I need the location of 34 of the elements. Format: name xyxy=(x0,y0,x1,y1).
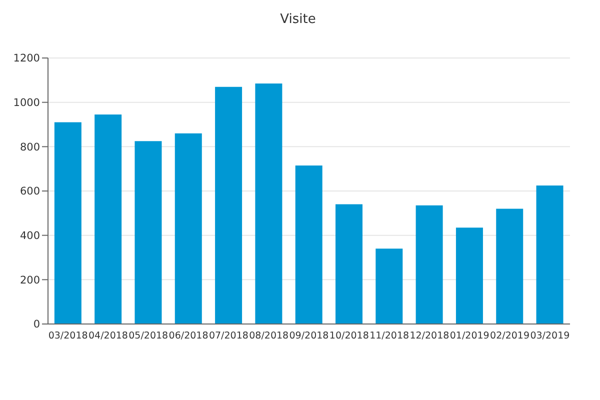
x-tick-label: 10/2018 xyxy=(329,330,369,342)
x-tick-label: 04/2018 xyxy=(88,330,128,342)
bar xyxy=(496,208,524,324)
bar xyxy=(416,205,443,324)
x-tick-label: 02/2019 xyxy=(490,330,530,342)
x-tick-label: 01/2019 xyxy=(450,330,490,342)
y-tick-label: 1000 xyxy=(13,97,40,110)
x-tick-label: 06/2018 xyxy=(168,330,208,342)
bar xyxy=(376,248,403,324)
bar xyxy=(336,204,362,324)
y-tick-label: 0 xyxy=(33,318,40,331)
x-tick-label: 05/2018 xyxy=(128,330,168,342)
x-tick-label: 07/2018 xyxy=(208,330,248,342)
bar xyxy=(215,86,242,324)
x-tick-label: 03/2018 xyxy=(48,330,88,342)
x-tick-label: 11/2018 xyxy=(370,330,410,342)
bar xyxy=(536,185,564,324)
x-tick-label: 08/2018 xyxy=(249,330,289,342)
chart-title: Visite xyxy=(279,11,317,29)
y-tick-label: 1200 xyxy=(13,52,40,65)
bar xyxy=(174,133,202,324)
bar xyxy=(54,122,82,324)
y-tick-label: 800 xyxy=(20,141,40,154)
y-tick-label: 600 xyxy=(20,186,40,198)
bar xyxy=(255,83,282,324)
bar xyxy=(134,141,162,324)
x-tick-label: 09/2018 xyxy=(289,330,329,342)
x-tick-label: 12/2018 xyxy=(410,330,450,342)
y-tick-label: 200 xyxy=(20,274,40,286)
bar xyxy=(456,228,483,324)
bar xyxy=(94,114,122,324)
x-tick-label: 03/2019 xyxy=(530,330,570,342)
y-tick-label: 400 xyxy=(20,230,40,242)
bar xyxy=(295,166,322,324)
